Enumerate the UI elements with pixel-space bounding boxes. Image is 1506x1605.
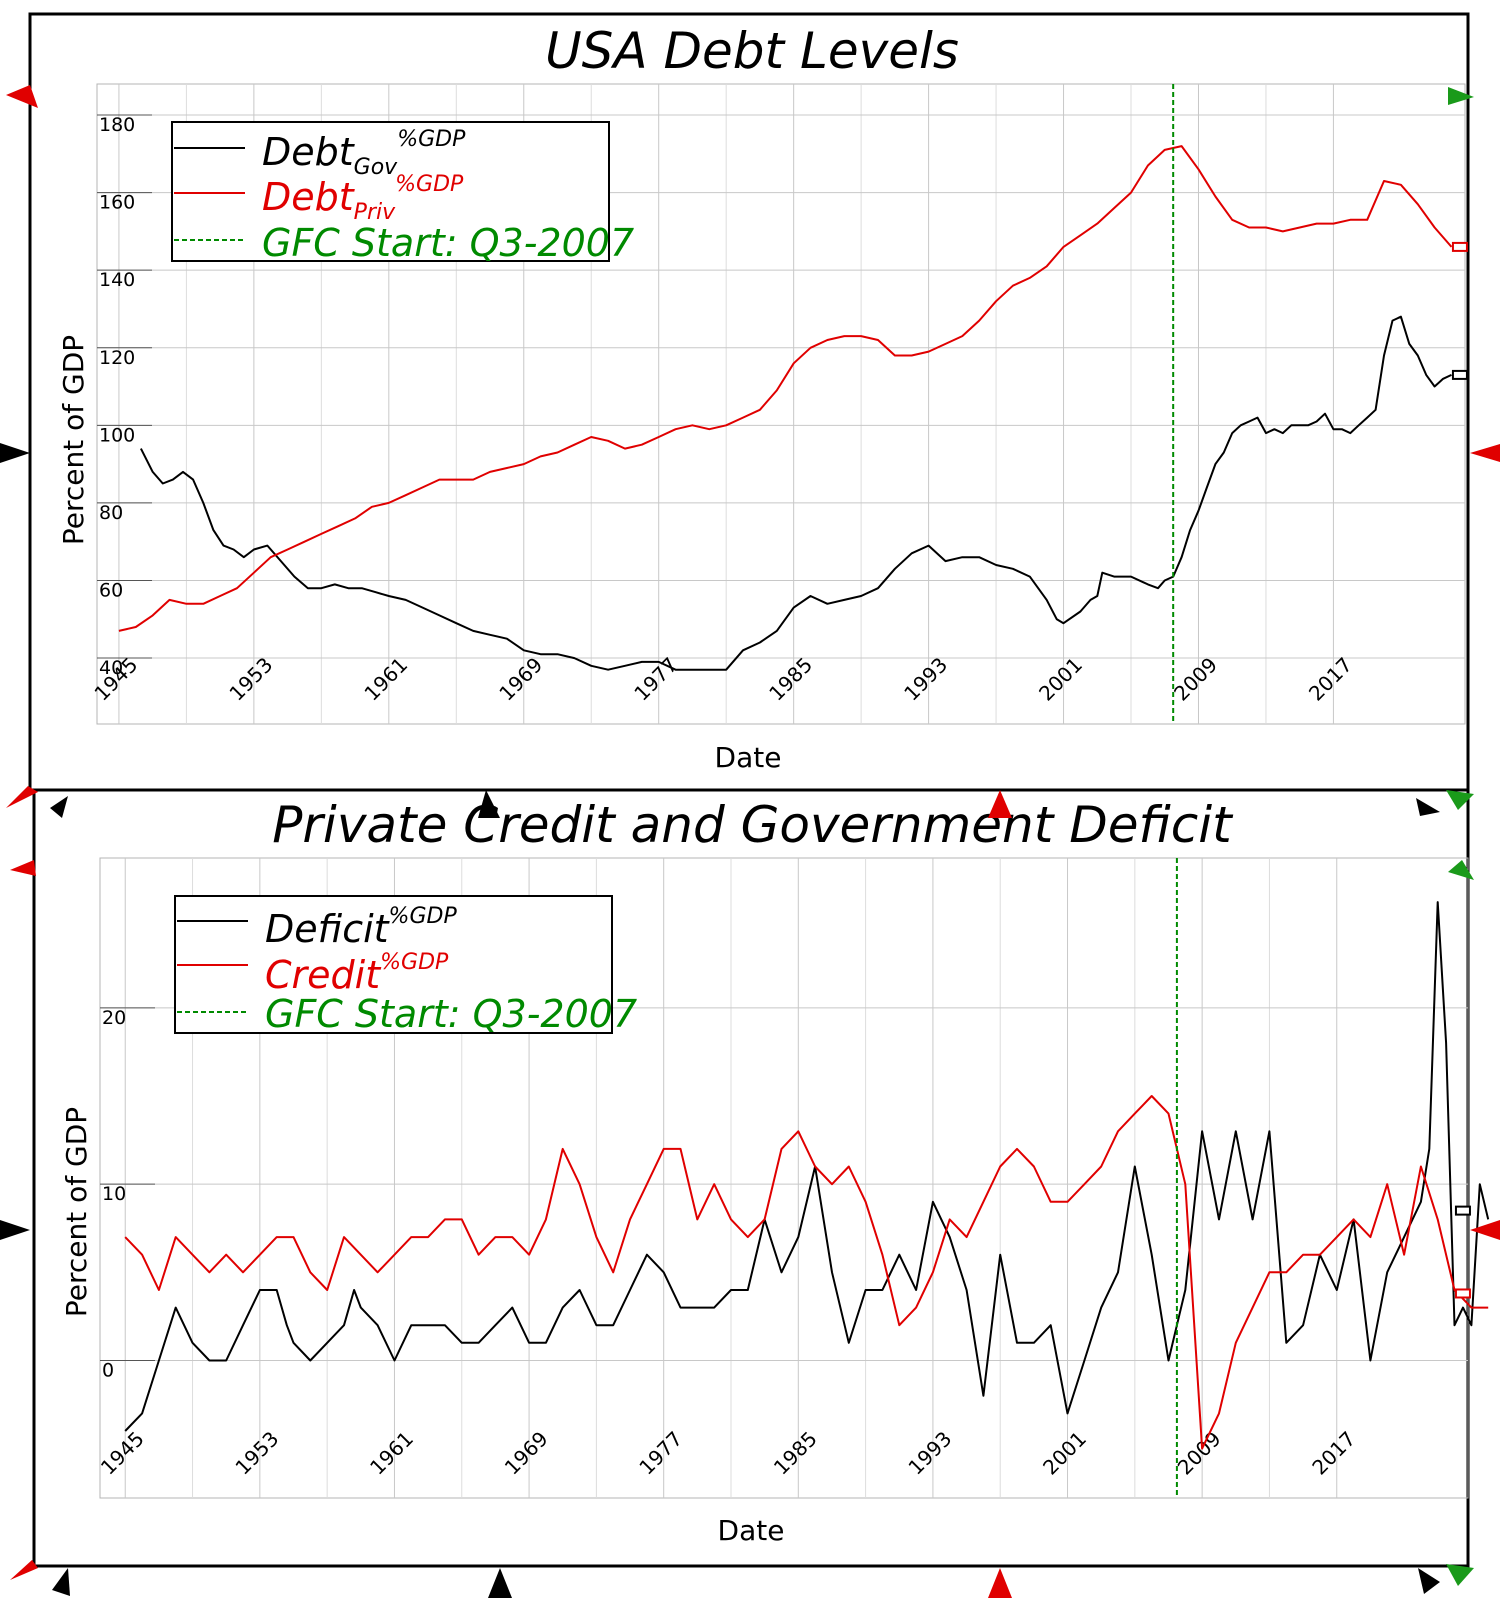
chart1-legend: DebtGov%GDP DebtPriv%GDP GFC Start: Q3-2… (171, 121, 634, 265)
chart2-x-tick-labels: 1945 1953 1961 1969 1977 1985 1993 2001 2009 2017 (96, 1427, 1360, 1480)
chart1-legend-gov-sub: Gov (354, 155, 399, 180)
chart1-series-priv-line (118, 145, 1453, 632)
chart1-legend-gfc: GFC Start: Q3-2007 (262, 221, 634, 265)
chart2-end-marker-priv (1454, 1288, 1471, 1299)
chart2-legend-gov: Deficit%GDP (265, 904, 457, 951)
chart1-x-tick-1985: 1985 (764, 653, 817, 706)
handle-bottom-mid-red-2[interactable] (988, 1568, 1012, 1598)
chart1-legend-gov: DebtGov %GDP (262, 127, 466, 180)
chart1-y-tick-140: 140 (99, 269, 135, 291)
chart1-legend-gov-main: Debt (262, 130, 356, 174)
handle-bottom-right-black-2[interactable] (1418, 1568, 1440, 1594)
chart1-y-tick-60: 60 (99, 579, 123, 601)
chart2-x-tick-1985: 1985 (769, 1427, 822, 1480)
chart1-x-tick-2009: 2009 (1169, 653, 1222, 706)
chart2-x-tick-1977: 1977 (634, 1427, 687, 1480)
chart1-series (118, 145, 1468, 671)
handle-left-black-2[interactable] (0, 1220, 30, 1240)
handle-bottom-right-green-1[interactable] (1446, 790, 1474, 810)
chart1-y-tick-100: 100 (99, 424, 135, 446)
chart2-series-gov-line (124, 901, 1490, 1432)
chart2-legend-gov-sup: %GDP (389, 904, 458, 929)
chart1-series-gov-line (140, 315, 1452, 671)
handle-top-right-green-2[interactable] (1448, 860, 1474, 880)
chart1-ylabel: Percent of GDP (57, 335, 90, 545)
handle-bottom-mid-black-1[interactable] (478, 790, 500, 818)
chart2-legend-gfc: GFC Start: Q3-2007 (265, 992, 637, 1036)
chart1-x-tick-labels: 1945 1953 1961 1969 1977 1985 1993 2001 2009 2017 (89, 653, 1356, 706)
chart1-legend-box (171, 121, 610, 262)
chart1-legend-priv-main: Debt (262, 175, 356, 219)
chart1-y-tick-120: 120 (99, 347, 135, 369)
chart2-legend-priv-main: Credit (265, 953, 382, 997)
chart2-ylabel: Percent of GDP (60, 1107, 93, 1317)
chart2-x-tick-2009: 2009 (1173, 1427, 1226, 1480)
chart1-x-tick-1977: 1977 (629, 653, 682, 706)
chart1-y-tick-40: 40 (99, 657, 123, 679)
edge-handles (0, 85, 1500, 1598)
chart1-legend-priv: DebtPriv %GDP (262, 172, 464, 225)
handle-bottom-left-black-2[interactable] (52, 1568, 70, 1596)
chart2-title: Private Credit and Government Deficit (272, 796, 1234, 854)
chart1-x-tick-2001: 2001 (1034, 653, 1087, 706)
handle-right-red-1[interactable] (1470, 444, 1500, 462)
chart2-x-tick-1945: 1945 (96, 1427, 149, 1480)
chart2-end-marker-gov (1454, 1205, 1471, 1216)
chart2-x-tick-1969: 1969 (500, 1427, 553, 1480)
handle-bottom-left-black-1[interactable] (50, 796, 68, 818)
chart2-x-tick-2017: 2017 (1307, 1427, 1360, 1480)
chart2-y-tick-20: 20 (102, 1007, 126, 1029)
handle-top-left-red-1[interactable] (6, 85, 38, 108)
chart1-x-tick-1993: 1993 (899, 653, 952, 706)
chart2-y-tick-labels: 0 10 20 (102, 1007, 126, 1382)
chart1-xlabel: Date (715, 741, 782, 774)
chart2-x-tick-1953: 1953 (230, 1427, 283, 1480)
chart2-series (124, 901, 1490, 1450)
handle-bottom-left-red-1[interactable] (6, 786, 38, 808)
handle-bottom-mid-black-2[interactable] (488, 1568, 512, 1598)
chart2-legend: Deficit%GDP Credit%GDP GFC Start: Q3-200… (174, 895, 637, 1036)
chart2-legend-priv-sup: %GDP (380, 950, 449, 975)
chart2-plot-border (99, 857, 1469, 1499)
chart1-end-marker-priv (1451, 241, 1468, 252)
chart2-legend-gov-main: Deficit (265, 907, 391, 951)
handle-bottom-left-red-2[interactable] (10, 1560, 38, 1580)
chart1-x-tick-1953: 1953 (224, 653, 277, 706)
chart2-y-tick-10: 10 (102, 1183, 126, 1205)
chart1-y-tick-labels: 40 60 80 100 120 140 160 180 (99, 114, 135, 679)
chart2-x-tick-2001: 2001 (1038, 1427, 1091, 1480)
chart2-series-priv-line (124, 1095, 1489, 1450)
chart1-y-tick-160: 160 (99, 192, 135, 214)
chart2-legend-priv: Credit%GDP (265, 950, 449, 997)
chart1-x-tick-1961: 1961 (359, 653, 412, 706)
chart1-legend-priv-sub: Priv (354, 200, 396, 225)
chart1-legend-priv-sup: %GDP (395, 172, 464, 197)
chart1-x-tick-2017: 2017 (1304, 653, 1357, 706)
chart2-x-tick-1993: 1993 (903, 1427, 956, 1480)
chart2-plot-area: 0 10 20 1945 1953 1961 1969 1977 1985 1993 2001 20… (96, 857, 1490, 1499)
handle-right-red-2[interactable] (1470, 1220, 1500, 1240)
chart1-x-tick-1969: 1969 (494, 653, 547, 706)
chart2-y-tick-0: 0 (102, 1359, 114, 1381)
handle-bottom-right-green-2[interactable] (1446, 1564, 1474, 1586)
chart1-title: USA Debt Levels (545, 22, 959, 80)
handle-top-right-green-1[interactable] (1448, 87, 1474, 105)
handle-left-black-1[interactable] (0, 443, 30, 463)
chart2-x-tick-1961: 1961 (365, 1427, 418, 1480)
handle-top-left-red-2[interactable] (10, 860, 36, 876)
chart1-y-tick-180: 180 (99, 114, 135, 136)
handle-bottom-mid-red-1[interactable] (988, 790, 1012, 818)
chart2-grid (100, 858, 1468, 1498)
chart2-xlabel: Date (718, 1514, 785, 1547)
chart1-y-tick-80: 80 (99, 502, 123, 524)
chart1-end-marker-gov (1451, 369, 1468, 380)
handle-bottom-right-black-1[interactable] (1416, 798, 1440, 816)
chart1-plot-border (96, 83, 1466, 725)
chart1-legend-gov-sup: %GDP (397, 127, 466, 152)
